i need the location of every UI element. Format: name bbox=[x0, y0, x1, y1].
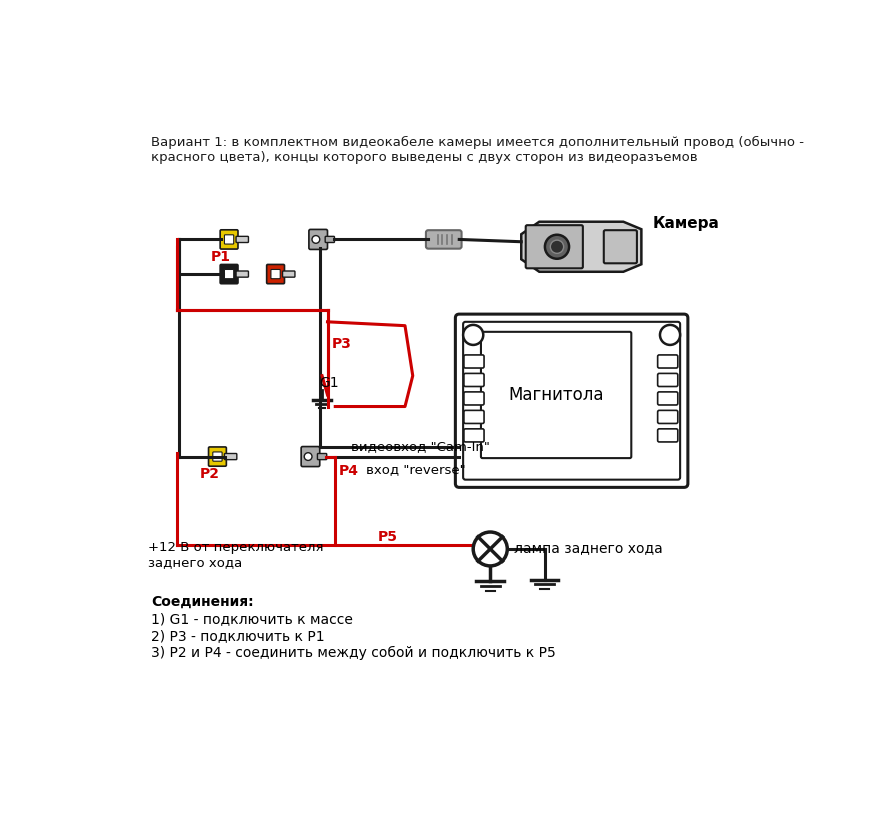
Circle shape bbox=[304, 452, 312, 461]
FancyBboxPatch shape bbox=[658, 410, 678, 424]
FancyBboxPatch shape bbox=[526, 225, 583, 268]
FancyBboxPatch shape bbox=[225, 269, 233, 278]
FancyBboxPatch shape bbox=[236, 271, 248, 277]
FancyBboxPatch shape bbox=[209, 447, 226, 466]
FancyBboxPatch shape bbox=[464, 429, 484, 442]
Text: красного цвета), концы которого выведены с двух сторон из видеоразъемов: красного цвета), концы которого выведены… bbox=[151, 151, 697, 164]
Circle shape bbox=[545, 235, 569, 259]
FancyBboxPatch shape bbox=[464, 374, 484, 387]
FancyBboxPatch shape bbox=[604, 230, 636, 264]
Text: Магнитола: Магнитола bbox=[508, 386, 604, 404]
Circle shape bbox=[660, 325, 680, 345]
FancyBboxPatch shape bbox=[225, 453, 237, 460]
Text: 1) G1 - подключить к массе: 1) G1 - подключить к массе bbox=[151, 612, 353, 626]
FancyBboxPatch shape bbox=[464, 410, 484, 424]
FancyBboxPatch shape bbox=[658, 355, 678, 368]
Text: P3: P3 bbox=[332, 337, 351, 351]
Text: Камера: Камера bbox=[653, 216, 720, 231]
Text: 3) P2 и P4 - соединить между собой и подключить к P5: 3) P2 и P4 - соединить между собой и под… bbox=[151, 646, 555, 660]
FancyBboxPatch shape bbox=[283, 271, 295, 277]
FancyBboxPatch shape bbox=[658, 374, 678, 387]
Text: +12 В от переключателя: +12 В от переключателя bbox=[148, 541, 324, 554]
FancyBboxPatch shape bbox=[317, 453, 327, 460]
Circle shape bbox=[551, 240, 564, 254]
FancyBboxPatch shape bbox=[267, 264, 285, 284]
FancyBboxPatch shape bbox=[220, 230, 238, 249]
FancyBboxPatch shape bbox=[220, 264, 238, 284]
FancyBboxPatch shape bbox=[658, 392, 678, 405]
FancyBboxPatch shape bbox=[426, 230, 461, 249]
FancyBboxPatch shape bbox=[309, 229, 327, 250]
Text: заднего хода: заднего хода bbox=[148, 556, 242, 569]
Polygon shape bbox=[522, 222, 642, 272]
FancyBboxPatch shape bbox=[464, 392, 484, 405]
Text: G1: G1 bbox=[320, 376, 339, 390]
FancyBboxPatch shape bbox=[658, 429, 678, 442]
FancyBboxPatch shape bbox=[463, 322, 680, 479]
Text: вход "reverse": вход "reverse" bbox=[366, 463, 466, 475]
FancyBboxPatch shape bbox=[481, 332, 631, 458]
FancyBboxPatch shape bbox=[225, 235, 233, 244]
FancyBboxPatch shape bbox=[213, 452, 222, 461]
Text: Вариант 1: в комплектном видеокабеле камеры имеется дополнительный провод (обычн: Вариант 1: в комплектном видеокабеле кам… bbox=[151, 135, 804, 149]
Text: видеовход "Cam-In": видеовход "Cam-In" bbox=[351, 439, 490, 452]
Text: P2: P2 bbox=[200, 467, 219, 481]
FancyBboxPatch shape bbox=[271, 269, 280, 278]
FancyBboxPatch shape bbox=[301, 447, 320, 466]
Circle shape bbox=[473, 532, 507, 566]
Text: Соединения:: Соединения: bbox=[151, 595, 254, 609]
FancyBboxPatch shape bbox=[464, 355, 484, 368]
FancyBboxPatch shape bbox=[455, 314, 688, 488]
Text: 2) P3 - подключить к P1: 2) P3 - подключить к P1 bbox=[151, 629, 324, 643]
Text: P4: P4 bbox=[339, 464, 359, 479]
Text: P5: P5 bbox=[377, 530, 398, 544]
Circle shape bbox=[463, 325, 484, 345]
FancyBboxPatch shape bbox=[325, 236, 334, 242]
Text: P1: P1 bbox=[211, 250, 232, 264]
Circle shape bbox=[312, 236, 320, 243]
FancyBboxPatch shape bbox=[236, 236, 248, 242]
Text: лампа заднего хода: лампа заднего хода bbox=[514, 541, 662, 555]
